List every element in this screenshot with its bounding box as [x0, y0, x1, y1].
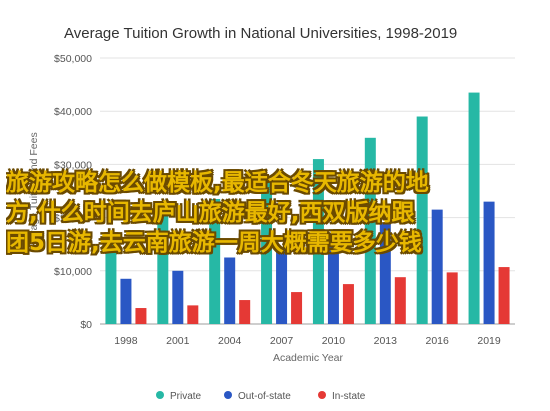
chart-title: Average Tuition Growth in National Unive…: [64, 25, 457, 42]
bar-out-of-state-2001: [172, 270, 184, 324]
overlay-line-2: 方,什么时间去庐山旅游最好,西双版纳跟: [6, 200, 415, 226]
x-tick-label: 2013: [374, 335, 398, 347]
bar-private-2010: [312, 159, 324, 324]
x-tick-label: 1998: [114, 335, 138, 347]
bar-in-state-2007: [291, 292, 303, 324]
bar-out-of-state-1998: [120, 278, 132, 324]
x-axis-ticks: 1998 2001 2004 2007 2010 2013 2016 2019: [114, 335, 501, 347]
legend: Private Out-of-state In-state: [156, 391, 366, 402]
x-tick-label: 2019: [477, 335, 501, 347]
x-tick-label: 2010: [322, 335, 346, 347]
x-tick-label: 2007: [270, 335, 294, 347]
bar-in-state-2013: [394, 277, 406, 324]
bar-in-state-2016: [446, 272, 458, 324]
x-tick-label: 2016: [426, 335, 450, 347]
gridlines: [100, 57, 515, 325]
bar-private-2001: [157, 212, 169, 324]
overlay-line-3: 团5日游,去云南旅游一周大概需要多少钱: [6, 230, 422, 256]
bar-private-2004: [209, 198, 221, 324]
bar-private-2007: [261, 180, 273, 324]
bars: [105, 92, 510, 325]
bar-in-state-2001: [187, 305, 199, 324]
bar-out-of-state-2013: [379, 222, 391, 324]
legend-label: Out-of-state: [238, 391, 291, 402]
bar-in-state-2010: [342, 284, 354, 324]
y-axis-title: Average Tuition and Fees: [28, 132, 40, 251]
bar-private-2013: [364, 137, 376, 324]
legend-swatch: [156, 391, 164, 399]
bar-out-of-state-2004: [224, 257, 236, 324]
bar-in-state-1998: [135, 308, 147, 324]
bar-private-2016: [416, 116, 428, 325]
x-tick-label: 2001: [166, 335, 190, 347]
bar-out-of-state-2016: [431, 209, 443, 324]
legend-swatch: [318, 391, 326, 399]
bar-out-of-state-2007: [276, 246, 288, 324]
y-tick-label: $40,000: [54, 106, 92, 118]
legend-label: In-state: [332, 391, 366, 402]
y-axis-ticks: $0 $10,000 $20,000 $30,000 $40,000 $50,000: [54, 53, 92, 331]
legend-swatch: [224, 391, 232, 399]
y-tick-label: $10,000: [54, 266, 92, 278]
x-axis-title: Academic Year: [273, 352, 344, 364]
bar-in-state-2004: [239, 300, 251, 324]
overlay-line-1: 旅游攻略怎么做模板,最适合冬天旅游的地: [6, 170, 429, 196]
bar-out-of-state-2019: [483, 201, 495, 324]
y-tick-label: $20,000: [54, 213, 92, 225]
bar-in-state-2019: [498, 267, 510, 324]
legend-label: Private: [170, 391, 202, 402]
y-tick-label: $50,000: [54, 53, 92, 65]
watermark-overlay-text: 旅游攻略怎么做模板,最适合冬天旅游的地 方,什么时间去庐山旅游最好,西双版纳跟 …: [0, 168, 550, 258]
bar-private-2019: [468, 92, 480, 324]
bar-private-1998: [105, 233, 117, 324]
bar-out-of-state-2010: [327, 233, 339, 324]
y-tick-label: $0: [80, 319, 92, 331]
x-tick-label: 2004: [218, 335, 242, 347]
y-tick-label: $30,000: [54, 159, 92, 171]
